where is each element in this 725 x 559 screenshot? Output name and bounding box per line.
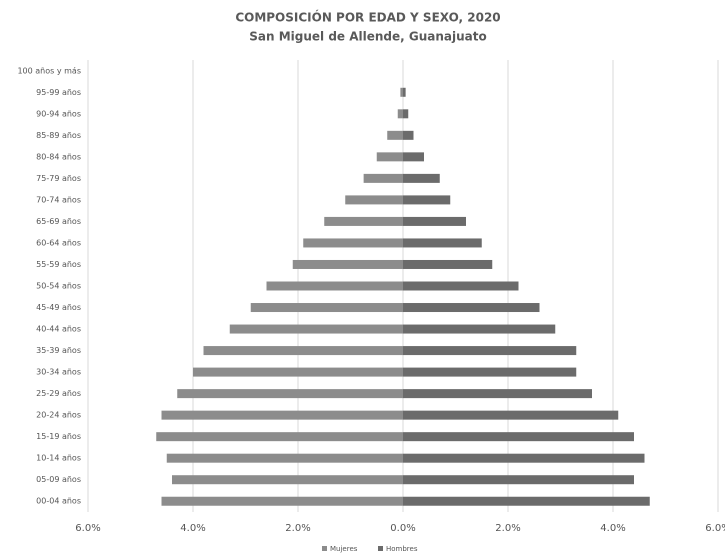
bar <box>403 367 577 377</box>
bar <box>403 432 634 442</box>
y-tick-label: 40-44 años <box>36 325 81 334</box>
bar <box>403 346 577 356</box>
x-tick-label: 4.0% <box>600 523 625 534</box>
y-tick-label: 15-19 años <box>36 432 81 441</box>
bar <box>403 238 482 248</box>
bar <box>403 303 540 313</box>
y-tick-label: 60-64 años <box>36 238 81 247</box>
bar <box>387 130 403 140</box>
bar <box>403 259 493 269</box>
y-tick-label: 55-59 años <box>36 260 81 269</box>
bar <box>266 281 403 291</box>
bar <box>345 195 403 205</box>
bar <box>166 453 403 463</box>
bar <box>172 475 403 485</box>
y-tick-label: 30-34 años <box>36 368 81 377</box>
bar <box>156 432 403 442</box>
chart-subtitle: San Miguel de Allende, Guanajuato <box>249 30 487 44</box>
bar <box>400 87 403 97</box>
bar <box>161 410 403 420</box>
bar <box>363 173 403 183</box>
y-tick-label: 10-14 años <box>36 454 81 463</box>
bar <box>292 259 403 269</box>
legend-swatch <box>322 546 327 551</box>
legend-label: Mujeres <box>330 545 358 553</box>
y-tick-label: 35-39 años <box>36 346 81 355</box>
y-tick-label: 100 años y más <box>17 66 81 75</box>
bar <box>403 130 414 140</box>
bar <box>403 475 634 485</box>
bar <box>250 303 403 313</box>
x-tick-label: 0.0% <box>390 523 415 534</box>
bar <box>324 216 403 226</box>
bar <box>403 410 619 420</box>
bar <box>303 238 403 248</box>
bar <box>403 216 466 226</box>
x-tick-label: 2.0% <box>285 523 310 534</box>
y-tick-label: 20-24 años <box>36 411 81 420</box>
bar <box>403 281 519 291</box>
bar <box>403 152 424 162</box>
y-tick-label: 90-94 años <box>36 109 81 118</box>
x-tick-label: 6.0% <box>75 523 100 534</box>
bar <box>403 195 451 205</box>
bar <box>203 346 403 356</box>
bar <box>161 496 403 506</box>
chart-title: COMPOSICIÓN POR EDAD Y SEXO, 2020 <box>235 10 500 25</box>
legend-label: Hombres <box>386 545 418 553</box>
bar <box>397 109 403 119</box>
y-tick-label: 25-29 años <box>36 389 81 398</box>
bar <box>403 87 406 97</box>
y-tick-label: 05-09 años <box>36 475 81 484</box>
y-tick-label: 65-69 años <box>36 217 81 226</box>
bar <box>193 367 403 377</box>
bar <box>403 324 556 334</box>
bar <box>403 389 592 399</box>
bar <box>403 109 409 119</box>
y-tick-label: 75-79 años <box>36 174 81 183</box>
x-tick-label: 6.0% <box>705 523 725 534</box>
bar <box>403 453 645 463</box>
bar <box>376 152 403 162</box>
y-tick-label: 95-99 años <box>36 88 81 97</box>
bar <box>229 324 403 334</box>
y-tick-label: 00-04 años <box>36 497 81 506</box>
bar <box>403 496 650 506</box>
x-tick-label: 4.0% <box>180 523 205 534</box>
bar <box>177 389 403 399</box>
y-tick-label: 50-54 años <box>36 282 81 291</box>
y-tick-label: 45-49 años <box>36 303 81 312</box>
bar <box>403 173 440 183</box>
x-tick-label: 2.0% <box>495 523 520 534</box>
y-tick-label: 80-84 años <box>36 152 81 161</box>
y-tick-label: 85-89 años <box>36 131 81 140</box>
y-tick-label: 70-74 años <box>36 195 81 204</box>
legend-swatch <box>378 546 383 551</box>
